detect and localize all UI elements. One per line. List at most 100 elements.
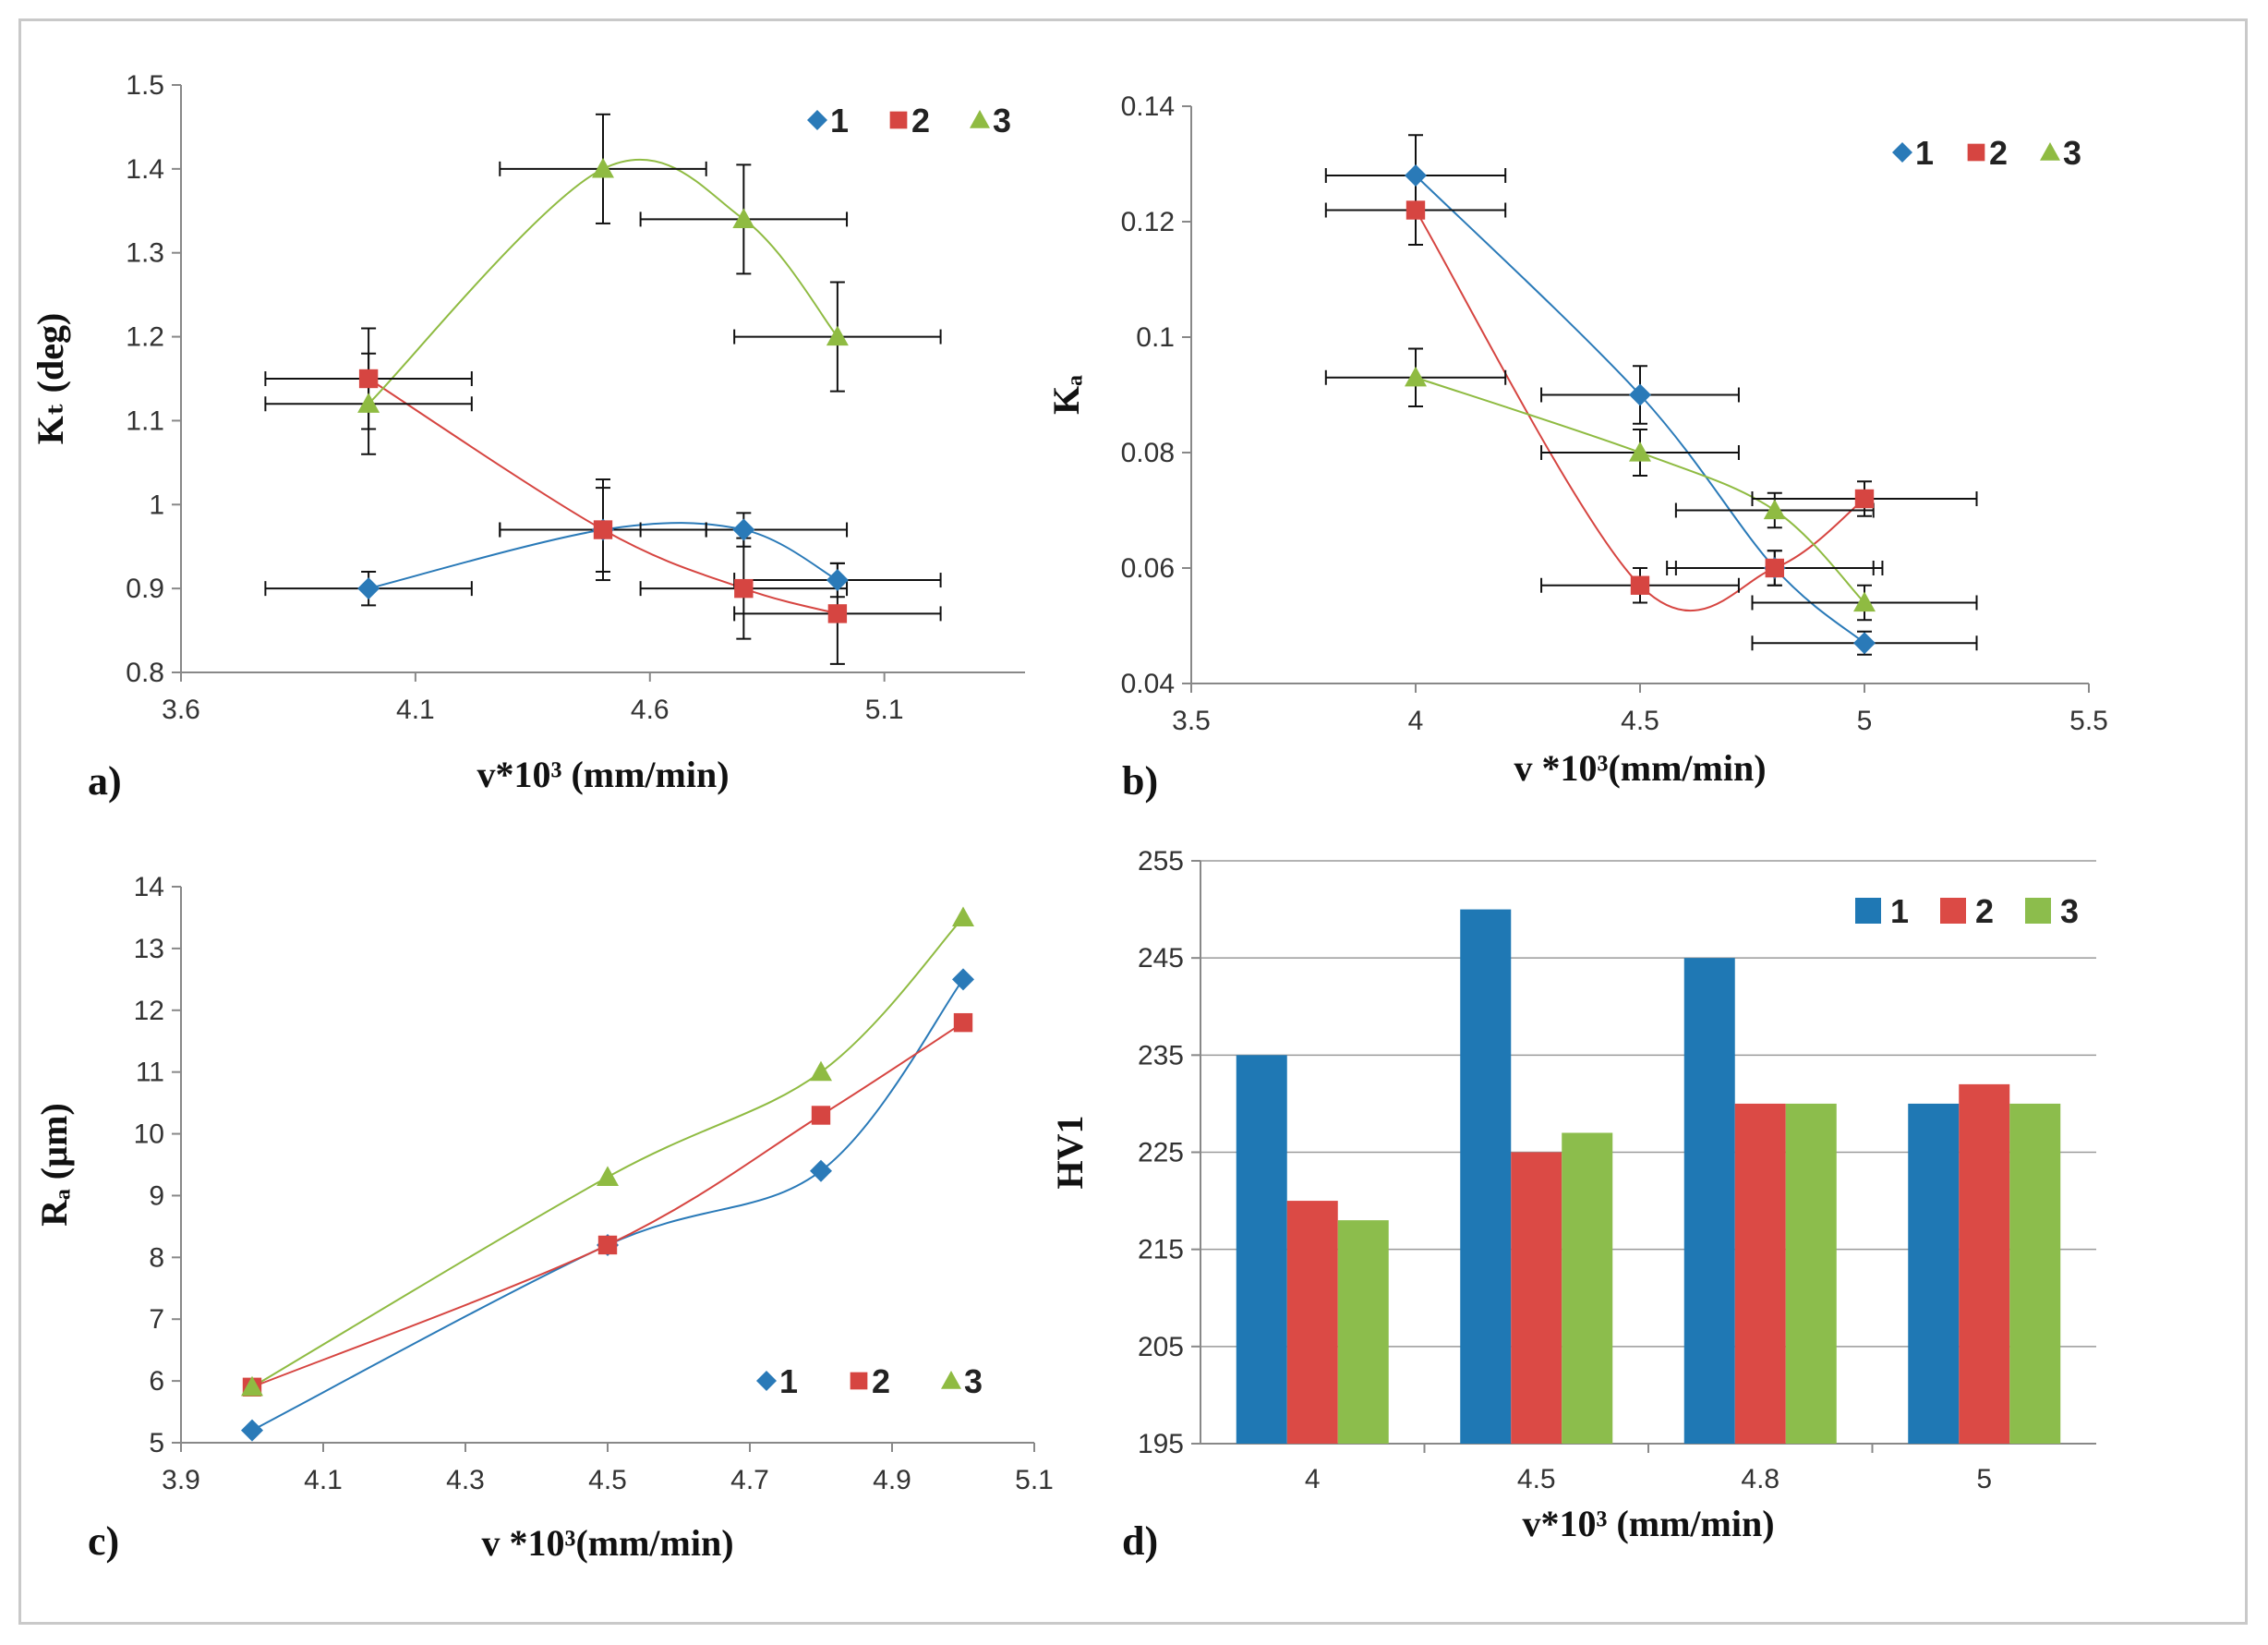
y-tick-label: 1.2 bbox=[126, 322, 164, 353]
bar-series-1 bbox=[1236, 1055, 1287, 1444]
legend-marker-series-2 bbox=[1967, 143, 1985, 162]
y-tick-label: 5 bbox=[149, 1428, 164, 1458]
data-point-series-3 bbox=[597, 1166, 619, 1186]
y-tick-label: 255 bbox=[1138, 846, 1184, 877]
legend: 1 2 3 bbox=[807, 102, 1011, 139]
legend-marker-series-1 bbox=[756, 1371, 777, 1391]
x-axis-label: v*10³ (mm/min) bbox=[1522, 1503, 1774, 1544]
legend-marker-series-2 bbox=[889, 111, 908, 129]
data-point-series-2 bbox=[1765, 558, 1784, 578]
data-point-series-2 bbox=[1854, 489, 1875, 509]
data-point-series-3 bbox=[952, 906, 974, 927]
y-tick-label: 14 bbox=[134, 872, 164, 902]
y-tick-label: 195 bbox=[1138, 1429, 1184, 1459]
chart-panel-b: 0.04 0.06 0.08 0.1 0.12 0.14 3.5 4 4.5 5 5.5 1 2 3 Kₐ v… bbox=[1045, 91, 2108, 804]
x-tick-label: 4.6 bbox=[631, 695, 670, 725]
data-point-series-1 bbox=[826, 569, 849, 592]
x-tick-label: 4.5 bbox=[1621, 706, 1659, 736]
data-point-series-3 bbox=[1629, 441, 1651, 462]
trend-line-series-3 bbox=[1415, 376, 1865, 604]
legend-marker-series-3 bbox=[941, 1371, 961, 1389]
y-tick-label: 0.1 bbox=[1136, 322, 1175, 353]
legend-label: 2 bbox=[1975, 892, 1994, 930]
x-tick-label: 4.5 bbox=[588, 1465, 627, 1495]
data-point-series-2 bbox=[593, 520, 613, 539]
bar-series-2 bbox=[1511, 1152, 1562, 1444]
data-point-series-1 bbox=[357, 577, 380, 600]
y-tick-label: 12 bbox=[134, 996, 164, 1026]
y-axis-label: HV1 bbox=[1049, 1116, 1091, 1190]
data-point-series-3 bbox=[810, 1060, 832, 1082]
data-point-series-2 bbox=[811, 1106, 831, 1125]
data-point-series-1 bbox=[732, 518, 755, 541]
data-point-series-2 bbox=[597, 1235, 618, 1255]
legend: 1 2 3 bbox=[1892, 134, 2081, 172]
trend-line-series-3 bbox=[251, 916, 964, 1388]
x-axis-label: v *10³(mm/min) bbox=[1514, 747, 1766, 789]
trend-line-series-1 bbox=[1415, 175, 1865, 645]
bar-series-3 bbox=[2009, 1103, 2061, 1444]
legend-label: 3 bbox=[2063, 134, 2081, 172]
y-axis-label: Rₐ (µm) bbox=[33, 1103, 75, 1227]
bar-series-1 bbox=[1460, 909, 1512, 1444]
legend-label: 1 bbox=[779, 1362, 798, 1400]
y-tick-label: 0.14 bbox=[1121, 91, 1175, 122]
y-tick-label: 205 bbox=[1138, 1332, 1184, 1362]
data-point-series-1 bbox=[810, 1159, 832, 1182]
x-tick-label: 4.3 bbox=[446, 1465, 485, 1495]
data-point-series-2 bbox=[1630, 575, 1650, 595]
y-tick-label: 245 bbox=[1138, 943, 1184, 974]
legend-marker-series-3 bbox=[2040, 142, 2060, 161]
y-axis-label: Kₐ bbox=[1045, 375, 1087, 415]
x-tick-label: 4.7 bbox=[730, 1465, 769, 1495]
y-tick-label: 0.06 bbox=[1121, 553, 1175, 584]
chart-panel-a: 0.8 0.9 1 1.1 1.2 1.3 1.4 1.5 3.6 4.1 4.6 5.1 1 2 3 Kₜ … bbox=[30, 70, 1025, 804]
y-tick-label: 235 bbox=[1138, 1040, 1184, 1070]
trend-line-series-2 bbox=[1415, 209, 1865, 612]
y-tick-label: 215 bbox=[1138, 1235, 1184, 1265]
y-tick-label: 1.4 bbox=[126, 154, 164, 185]
legend-label: 2 bbox=[1989, 134, 2008, 172]
legend-label: 1 bbox=[1890, 892, 1909, 930]
data-point-series-2 bbox=[734, 578, 754, 599]
data-point-series-2 bbox=[1405, 200, 1426, 220]
bar-series-3 bbox=[1785, 1103, 1837, 1444]
data-point-series-1 bbox=[241, 1419, 263, 1442]
x-tick-label: 5 bbox=[1976, 1464, 1992, 1494]
legend-label: 2 bbox=[911, 102, 930, 139]
y-tick-label: 225 bbox=[1138, 1138, 1184, 1168]
x-tick-label: 5 bbox=[1857, 706, 1873, 736]
trend-line-series-2 bbox=[251, 1022, 964, 1388]
data-point-series-3 bbox=[826, 325, 849, 346]
data-point-series-1 bbox=[1629, 383, 1651, 406]
data-point-series-3 bbox=[1763, 499, 1786, 520]
y-tick-label: 7 bbox=[149, 1304, 164, 1335]
y-tick-label: 13 bbox=[134, 934, 164, 964]
data-point-series-3 bbox=[1405, 366, 1427, 387]
legend-marker-series-3 bbox=[970, 110, 990, 128]
panel-label: c) bbox=[88, 1518, 119, 1564]
y-tick-label: 9 bbox=[149, 1180, 164, 1211]
y-tick-label: 8 bbox=[149, 1242, 164, 1273]
trend-line-series-1 bbox=[251, 978, 964, 1432]
bar-series-2 bbox=[1734, 1103, 1786, 1444]
data-point-series-1 bbox=[1853, 632, 1876, 655]
y-tick-label: 0.08 bbox=[1121, 438, 1175, 468]
y-tick-label: 1 bbox=[149, 490, 164, 520]
x-tick-label: 4.5 bbox=[1517, 1464, 1556, 1494]
data-point-series-1 bbox=[952, 968, 974, 991]
x-axis-label: v *10³(mm/min) bbox=[481, 1522, 733, 1564]
trend-line-series-2 bbox=[368, 378, 838, 615]
data-point-series-3 bbox=[1853, 591, 1876, 612]
chart-panel-d: 195 205 215 225 235 245 255 4 4.5 4.8 5 1 2 3 HV1 v*10³… bbox=[1049, 846, 2096, 1564]
data-point-series-2 bbox=[953, 1012, 973, 1033]
x-tick-label: 4 bbox=[1408, 706, 1424, 736]
legend-marker-series-1 bbox=[807, 110, 827, 130]
y-tick-label: 10 bbox=[134, 1119, 164, 1150]
x-tick-label: 5.5 bbox=[2069, 706, 2108, 736]
y-tick-label: 0.9 bbox=[126, 574, 164, 604]
panel-label: a) bbox=[88, 758, 122, 804]
data-point-series-3 bbox=[241, 1375, 263, 1397]
x-tick-label: 4.1 bbox=[304, 1465, 343, 1495]
